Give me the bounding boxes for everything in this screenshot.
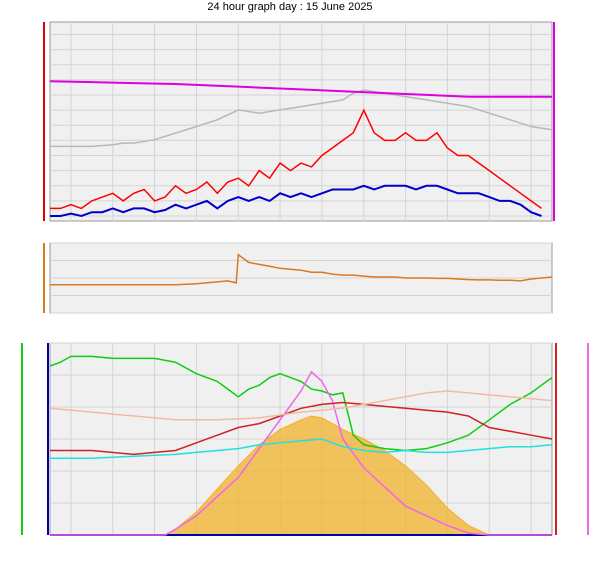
average-series-line — [50, 184, 542, 218]
temp_gray-series-line — [50, 89, 553, 148]
page-title: 24 hour graph day : 15 June 2025 — [207, 1, 372, 13]
barometer-series-line — [49, 80, 552, 98]
uv-series-line — [50, 370, 552, 536]
temperature-series-line — [50, 401, 553, 456]
humidity-series-line — [49, 355, 553, 452]
wind-direction-series-line — [50, 253, 553, 286]
dewpoint-series-line — [50, 438, 553, 459]
indoor-series-line — [49, 390, 553, 421]
gust-series-line — [50, 108, 542, 210]
plot-area-wind — [49, 21, 553, 222]
solar-series-area — [50, 415, 552, 536]
